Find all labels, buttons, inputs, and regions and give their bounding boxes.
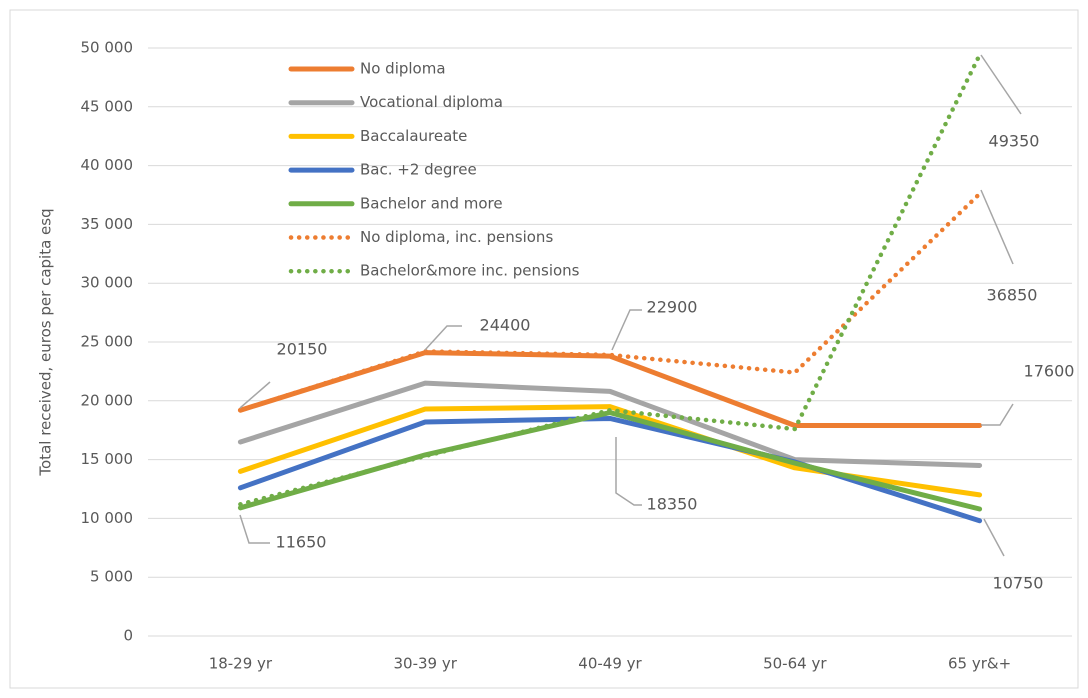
y-tick-label: 0	[123, 627, 133, 645]
y-axis-label: Total received, euros per capita esq	[37, 208, 55, 476]
y-tick-label: 20 000	[81, 391, 134, 409]
series-line	[237, 410, 983, 512]
legend-label: No diploma, inc. pensions	[360, 228, 553, 246]
annotation: 11650	[276, 533, 327, 552]
legend-label: No diploma	[360, 60, 446, 78]
legend-label: Bac. +2 degree	[360, 161, 477, 179]
series-line	[238, 52, 982, 507]
annotation: 24400	[480, 316, 531, 335]
series-line	[237, 415, 983, 524]
legend-label: Vocational diploma	[360, 93, 503, 111]
y-tick-label: 50 000	[81, 39, 134, 57]
annotation-leader	[611, 309, 642, 351]
annotation-leader	[980, 54, 1022, 115]
y-tick-label: 30 000	[81, 274, 134, 292]
chart-border	[9, 9, 1079, 689]
x-tick-label: 40-49 yr	[578, 655, 642, 673]
y-tick-label: 10 000	[81, 509, 134, 527]
y-tick-label: 40 000	[81, 156, 134, 174]
annotation-leader	[980, 189, 1014, 265]
annotation-leader	[424, 325, 462, 351]
annotation-leader	[239, 514, 270, 544]
annotation-leader	[981, 403, 1014, 426]
annotation-leader	[239, 381, 271, 409]
legend-label: Bachelor&more inc. pensions	[360, 262, 580, 280]
annotation: 22900	[647, 298, 698, 317]
annotation: 36850	[987, 286, 1038, 305]
annotation-leader	[983, 518, 1005, 557]
y-tick-label: 5 000	[90, 568, 133, 586]
x-tick-label: 65 yr&+	[948, 655, 1011, 673]
legend-label: Bachelor and more	[360, 194, 503, 212]
annotation: 20150	[277, 340, 328, 359]
y-tick-label: 45 000	[81, 97, 134, 115]
annotation: 17600	[1024, 362, 1075, 381]
y-tick-label: 35 000	[81, 215, 134, 233]
series-line	[237, 380, 983, 468]
x-tick-label: 18-29 yr	[209, 655, 273, 673]
series-line	[238, 191, 982, 413]
annotation-leader	[615, 437, 642, 506]
x-tick-label: 30-39 yr	[393, 655, 457, 673]
annotation: 18350	[647, 495, 698, 514]
y-tick-label: 15 000	[81, 450, 134, 468]
legend-label: Baccalaureate	[360, 127, 467, 145]
y-tick-label: 25 000	[81, 333, 134, 351]
annotation: 10750	[993, 574, 1044, 593]
x-tick-label: 50-64 yr	[763, 655, 827, 673]
annotation: 49350	[989, 132, 1040, 151]
